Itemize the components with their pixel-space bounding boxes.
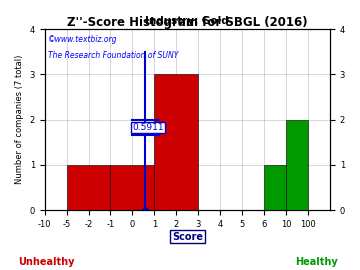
Bar <box>111 165 154 210</box>
Title: Z''-Score Histogram for SBGL (2016): Z''-Score Histogram for SBGL (2016) <box>67 16 307 29</box>
Text: Unhealthy: Unhealthy <box>19 257 75 267</box>
X-axis label: Score: Score <box>172 231 203 241</box>
Bar <box>154 74 198 210</box>
Bar <box>264 165 286 210</box>
Y-axis label: Number of companies (7 total): Number of companies (7 total) <box>15 55 24 184</box>
Text: The Research Foundation of SUNY: The Research Foundation of SUNY <box>48 51 178 60</box>
Text: 0.5911: 0.5911 <box>132 123 164 132</box>
Text: Industry: Gold: Industry: Gold <box>145 16 229 26</box>
Bar <box>67 165 111 210</box>
Text: Healthy: Healthy <box>296 257 338 267</box>
Text: ©www.textbiz.org: ©www.textbiz.org <box>48 35 117 43</box>
Bar <box>286 120 308 210</box>
